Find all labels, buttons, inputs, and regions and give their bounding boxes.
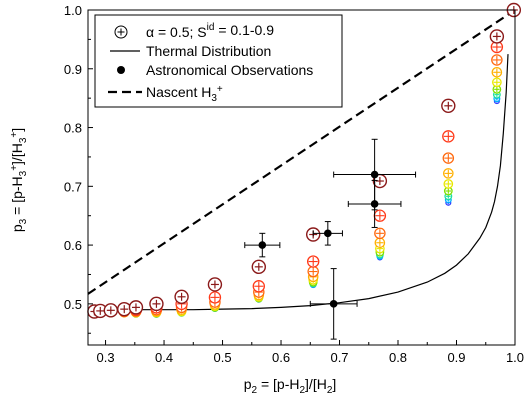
nascent-line [87,9,516,295]
model-point [149,296,164,312]
x-tick-label: 0.4 [155,350,173,365]
legend-model-label: α = 0.5; Sid = 0.1-0.9 [146,22,274,40]
x-tick-label: 1.0 [506,350,524,365]
legend-nascent-label: Nascent H3+ [146,84,223,104]
y-axis: 0.5 0.6 0.7 0.8 0.9 1.0 [64,3,93,334]
model-point [489,29,505,44]
model-point [442,152,455,164]
model-point [103,303,119,318]
thermal-curve [88,54,509,311]
y-tick-label: 0.9 [64,62,82,77]
observation-point [347,179,402,228]
model-point [374,237,386,249]
model-point [442,130,455,143]
legend: α = 0.5; Sid = 0.1-0.9 Thermal Distribut… [94,14,343,108]
model-point [373,209,387,222]
x-tick-label: 0.5 [213,350,231,365]
model-point [93,303,108,319]
y-tick-label: 1.0 [64,3,82,18]
model-point [252,280,265,293]
legend-thermal-label: Thermal Distribution [146,43,271,59]
x-tick-label: 0.8 [389,350,407,365]
y-tick-label: 0.8 [64,121,82,136]
legend-observations-label: Astronomical Observations [146,62,313,78]
model-point [443,179,454,189]
model-point [443,168,454,179]
plot-frame [87,9,516,346]
observation-point [333,138,417,211]
x-axis-title: p2 = [p-H2]/[H2] [244,376,337,396]
x-tick-label: 0.7 [330,350,348,365]
model-point [306,255,320,268]
model-point [374,227,386,240]
y-tick-label: 0.7 [64,179,82,194]
y-tick-label: 0.5 [64,297,82,312]
y-tick-label: 0.6 [64,238,82,253]
model-point [441,98,456,113]
legend-model-symbol [114,25,128,39]
x-tick-label: 0.6 [272,350,290,365]
model-point [174,289,189,305]
x-axis: 0.3 0.4 0.5 0.6 0.7 0.8 0.9 1.0 [97,340,524,365]
model-point [207,277,223,292]
legend-observations-symbol [117,66,125,74]
x-tick-label: 0.3 [97,350,115,365]
plot-area [87,2,522,340]
model-point [491,54,503,66]
y-axis-title: p3 = [p-H3+]/[H3+] [9,128,29,232]
model-point [307,265,319,278]
x-tick-label: 0.9 [447,350,465,365]
model-point [208,291,222,304]
model-point [128,300,144,315]
model-point [491,66,503,78]
model-point [251,259,266,275]
observation-point [309,268,358,340]
observation-point [312,221,343,246]
model-point [492,77,502,88]
observation-point [244,232,281,258]
model-point [117,301,132,317]
